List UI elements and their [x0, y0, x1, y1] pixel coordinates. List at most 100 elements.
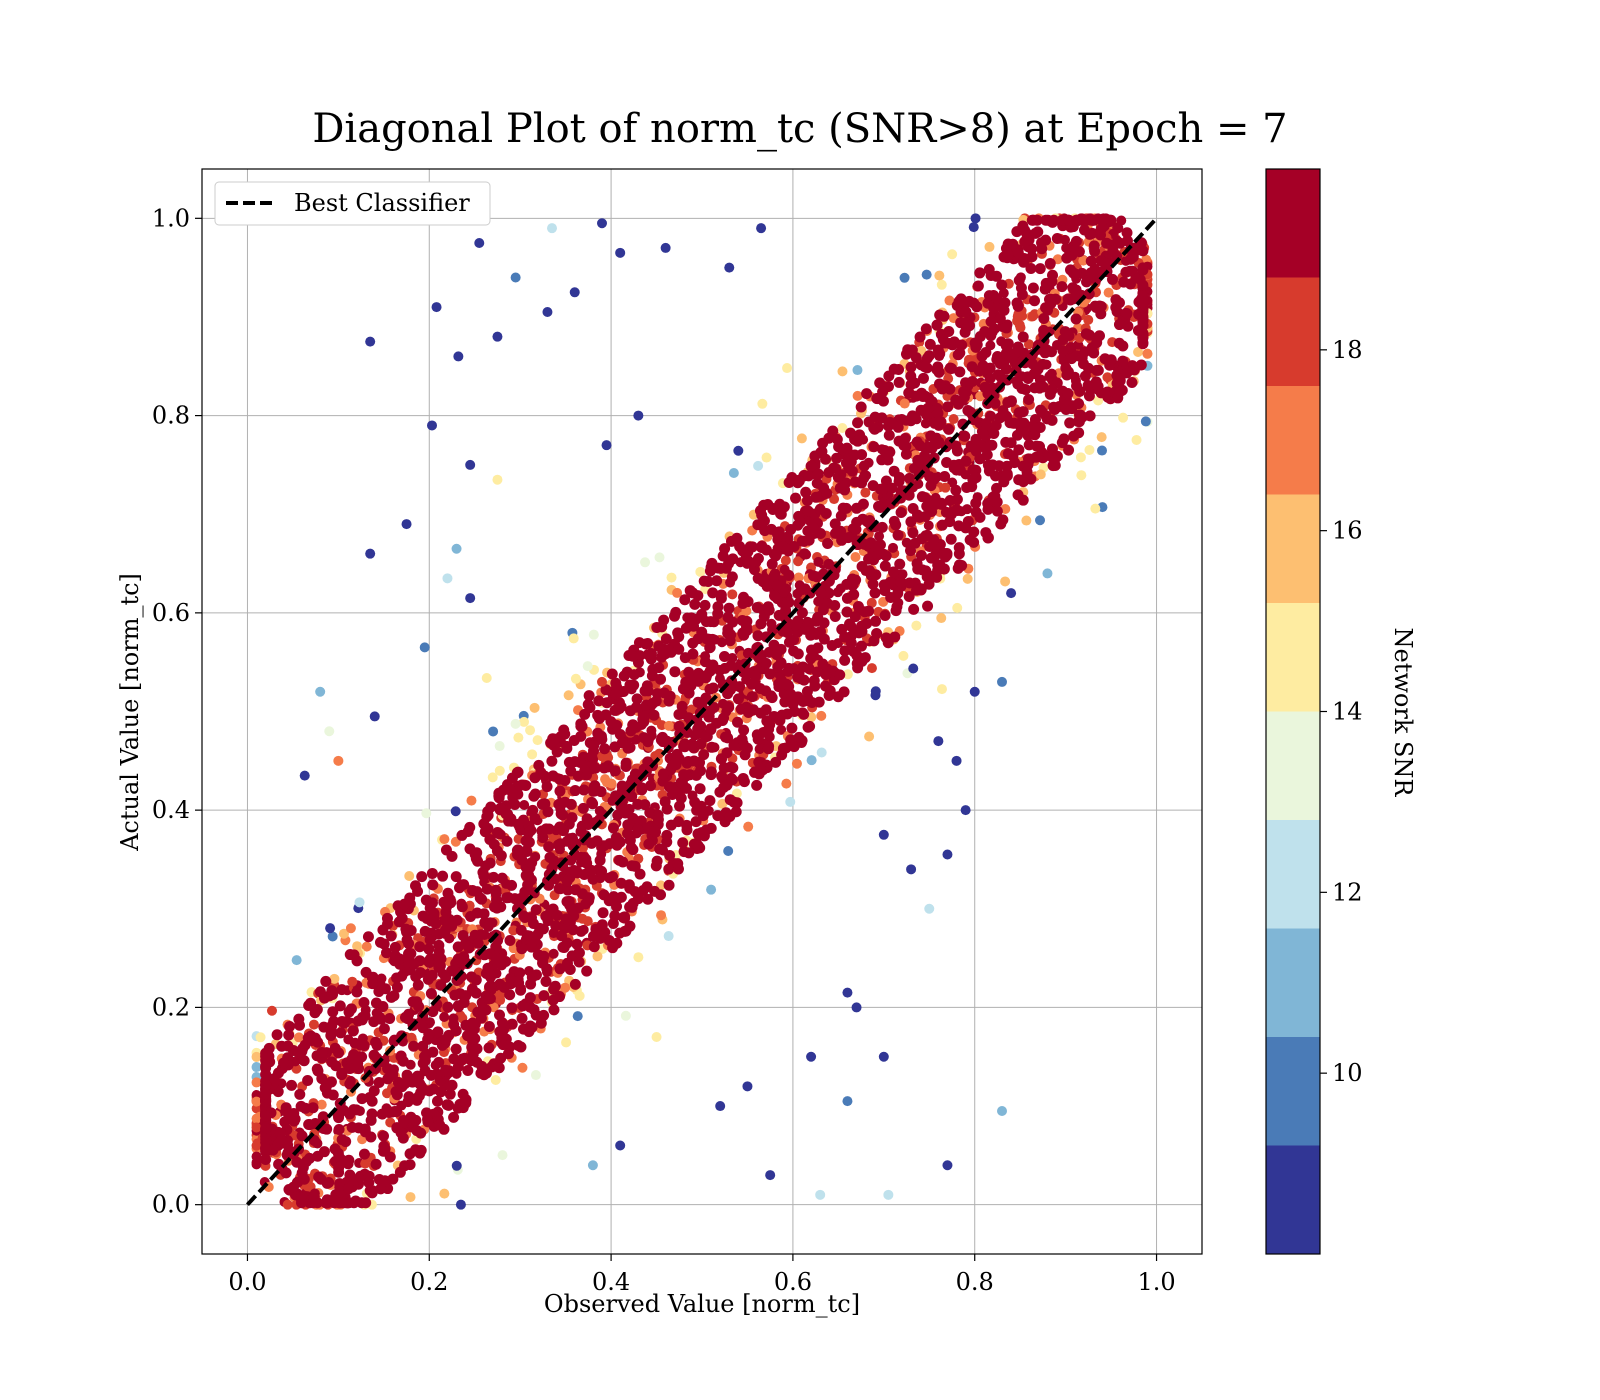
band-point	[706, 884, 717, 895]
band-core-point	[970, 433, 982, 445]
band-core-point	[915, 456, 927, 468]
band-core-point	[883, 429, 895, 441]
band-core-point	[1070, 235, 1082, 247]
band-core-point	[344, 1062, 356, 1074]
band-core-point	[446, 1079, 458, 1091]
band-core-point	[853, 627, 865, 639]
band-point	[731, 788, 742, 799]
band-core-point	[737, 598, 749, 610]
band-core-point	[841, 592, 853, 604]
band-core-point	[679, 652, 691, 664]
band-core-point	[868, 441, 880, 453]
band-core-point	[336, 1134, 348, 1146]
band-core-point	[945, 533, 957, 545]
scatter-point	[465, 459, 476, 470]
band-core-point	[782, 627, 794, 639]
band-core-point	[321, 1080, 333, 1092]
band-core-point	[587, 873, 599, 885]
x-tick-label: 0.2	[410, 1268, 448, 1296]
band-core-point	[723, 602, 735, 614]
band-core-point	[597, 907, 609, 919]
band-point	[487, 772, 498, 783]
band-core-point	[952, 398, 964, 410]
band-core-point	[954, 347, 966, 359]
band-core-point	[926, 440, 938, 452]
band-core-point	[421, 1107, 433, 1119]
band-core-point	[925, 430, 937, 442]
band-core-point	[289, 1113, 301, 1125]
band-point	[1140, 416, 1151, 427]
band-point	[529, 702, 540, 713]
band-core-point	[997, 514, 1009, 526]
band-core-point	[763, 604, 775, 616]
band-point	[785, 796, 796, 807]
band-core-point	[393, 916, 405, 928]
band-core-point	[737, 772, 749, 784]
band-core-point	[1062, 388, 1074, 400]
band-core-point	[524, 992, 536, 1004]
scatter-point	[510, 272, 521, 283]
band-core-point	[384, 1012, 396, 1024]
band-core-point	[1030, 451, 1042, 463]
band-core-point	[805, 629, 817, 641]
band-core-point	[648, 709, 660, 721]
band-core-point	[855, 640, 867, 652]
band-core-point	[430, 918, 442, 930]
band-core-point	[700, 672, 712, 684]
band-core-point	[796, 607, 808, 619]
band-core-point	[452, 953, 464, 965]
band-core-point	[614, 728, 626, 740]
band-core-point	[873, 500, 885, 512]
scatter-point	[569, 287, 580, 298]
band-core-point	[351, 986, 363, 998]
band-core-point	[809, 680, 821, 692]
colorbar-level	[1266, 1037, 1320, 1146]
band-core-point	[611, 900, 623, 912]
scatter-point	[756, 223, 767, 234]
band-core-point	[1096, 214, 1108, 226]
band-core-point	[408, 1040, 420, 1052]
band-core-point	[736, 733, 748, 745]
band-core-point	[849, 476, 861, 488]
band-core-point	[627, 650, 639, 662]
band-point	[656, 910, 667, 921]
band-core-point	[869, 423, 881, 435]
band-core-point	[1037, 381, 1049, 393]
band-point	[1103, 287, 1114, 298]
band-point	[1027, 311, 1038, 322]
band-core-point	[1048, 455, 1060, 467]
band-core-point	[520, 845, 532, 857]
band-core-point	[679, 594, 691, 606]
band-core-point	[1061, 252, 1073, 264]
band-core-point	[423, 1028, 435, 1040]
band-core-point	[759, 525, 771, 537]
band-core-point	[482, 962, 494, 974]
y-tick-label: 0.6	[152, 599, 190, 627]
band-core-point	[870, 540, 882, 552]
colorbar-level	[1266, 169, 1320, 278]
band-core-point	[260, 1060, 272, 1072]
band-point	[490, 1074, 501, 1085]
band-core-point	[496, 1031, 508, 1043]
band-core-point	[456, 829, 468, 841]
band-core-point	[661, 829, 673, 841]
band-core-point	[704, 641, 716, 653]
band-core-point	[742, 555, 754, 567]
band-core-point	[325, 1024, 337, 1036]
band-core-point	[967, 464, 979, 476]
band-core-point	[295, 1192, 307, 1204]
scatter-point	[633, 410, 644, 421]
band-core-point	[311, 1063, 323, 1075]
band-core-point	[755, 618, 767, 630]
scatter-point	[615, 247, 626, 258]
band-core-point	[980, 442, 992, 454]
band-core-point	[812, 611, 824, 623]
band-core-point	[715, 589, 727, 601]
band-core-point	[356, 1197, 368, 1209]
band-core-point	[1039, 347, 1051, 359]
band-point	[405, 1192, 416, 1203]
band-core-point	[529, 788, 541, 800]
band-core-point	[657, 768, 669, 780]
band-core-point	[760, 685, 772, 697]
band-core-point	[823, 466, 835, 478]
